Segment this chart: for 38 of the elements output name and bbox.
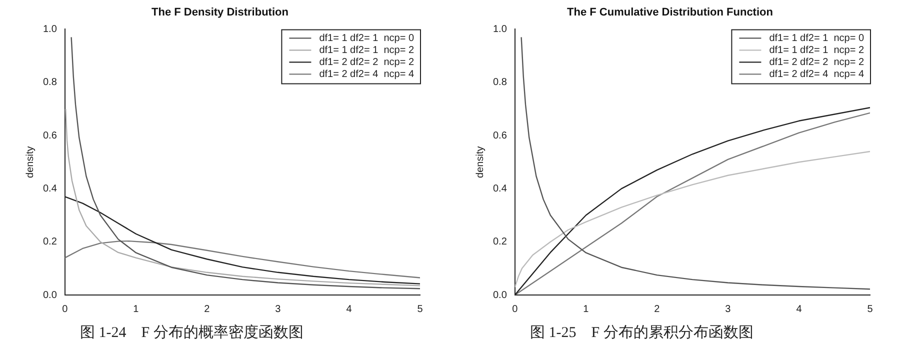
x-tick-label: 4 <box>346 304 352 315</box>
legend-label: df1= 2 df2= 2 ncp= 2 <box>319 56 414 68</box>
y-tick-label: 0.4 <box>492 183 508 194</box>
legend-label: df1= 1 df2= 1 ncp= 2 <box>319 44 414 56</box>
y-axis-title: density <box>24 146 36 178</box>
x-tick-label: 5 <box>867 304 874 315</box>
y-tick-label: 0.0 <box>42 290 58 301</box>
x-tick-label: 1 <box>583 304 590 315</box>
x-tick-label: 2 <box>654 304 660 315</box>
y-tick-label: 0.8 <box>42 77 58 88</box>
legend-label: df1= 1 df2= 1 ncp= 0 <box>319 32 414 44</box>
x-tick-label: 0 <box>62 304 68 315</box>
x-tick-label: 3 <box>275 304 282 315</box>
x-tick-label: 5 <box>417 304 424 315</box>
y-tick-label: 0.6 <box>42 130 58 142</box>
y-tick-label: 0.6 <box>492 130 508 142</box>
y-tick-label: 1.0 <box>42 24 58 35</box>
caption: 图 1-25 F 分布的累积分布函数图 <box>529 324 754 343</box>
y-tick-label: 0.4 <box>42 183 58 194</box>
y-axis-title: density <box>474 146 486 178</box>
x-tick-label: 2 <box>204 304 210 315</box>
legend-label: df1= 2 df2= 2 ncp= 2 <box>769 56 864 68</box>
caption: 图 1-24 F 分布的概率密度函数图 <box>79 323 304 343</box>
chart-title: The F Density Distribution <box>152 6 289 19</box>
y-tick-label: 1.0 <box>492 24 508 35</box>
y-tick-label: 0.8 <box>492 77 508 88</box>
y-tick-label: 0.2 <box>492 236 508 248</box>
chart-title: The F Cumulative Distribution Function <box>567 6 774 19</box>
y-tick-label: 0.2 <box>42 236 58 248</box>
legend-label: df1= 1 df2= 1 ncp= 0 <box>769 32 864 44</box>
y-tick-label: 0.0 <box>492 290 508 301</box>
x-tick-label: 3 <box>725 304 732 315</box>
x-tick-label: 4 <box>796 304 802 315</box>
legend-label: df1= 2 df2= 4 ncp= 4 <box>769 68 864 80</box>
x-tick-label: 1 <box>133 304 140 315</box>
legend-label: df1= 1 df2= 1 ncp= 2 <box>769 44 864 56</box>
x-tick-label: 0 <box>512 304 518 315</box>
legend-label: df1= 2 df2= 4 ncp= 4 <box>319 68 414 80</box>
